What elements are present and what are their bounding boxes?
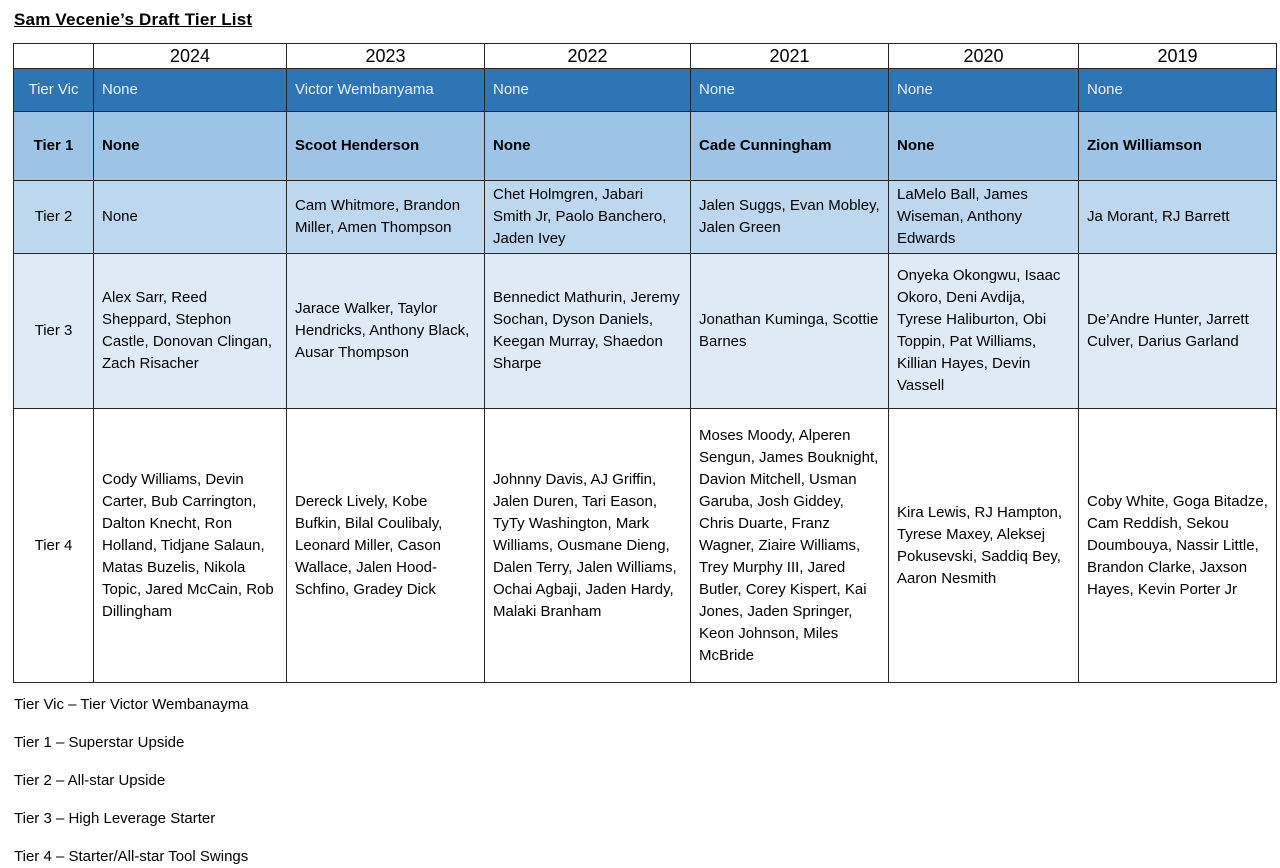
players-cell: Scoot Henderson [286,111,485,181]
players-cell: Zion Williamson [1078,111,1277,181]
year-header-2023: 2023 [286,43,485,69]
table-row-tier-vic: Tier Vic None Victor Wembanyama None Non… [13,68,1277,112]
players-cell: Alex Sarr, Reed Sheppard, Stephon Castle… [93,253,287,409]
players-cell: None [484,68,691,112]
players-cell: Onyeka Okongwu, Isaac Okoro, Deni Avdija… [888,253,1079,409]
players-cell: None [484,111,691,181]
tier-label: Tier 2 [13,180,94,254]
players-cell: Cade Cunningham [690,111,889,181]
year-header-2021: 2021 [690,43,889,69]
year-header-row: 2024 2023 2022 2021 2020 2019 [13,43,1277,69]
legend-line-tier-1: Tier 1 – Superstar Upside [14,734,185,751]
players-cell: None [93,111,287,181]
tier-label: Tier 1 [13,111,94,181]
table-row-tier-2: Tier 2 None Cam Whitmore, Brandon Miller… [13,180,1277,254]
legend-line-tier-2: Tier 2 – All-star Upside [14,772,166,789]
year-header-2020: 2020 [888,43,1079,69]
players-cell: Cam Whitmore, Brandon Miller, Amen Thomp… [286,180,485,254]
table-row-tier-1: Tier 1 None Scoot Henderson None Cade Cu… [13,111,1277,181]
players-cell: Jonathan Kuminga, Scottie Barnes [690,253,889,409]
players-cell: None [93,180,287,254]
players-cell: None [1078,68,1277,112]
tier-label: Tier Vic [13,68,94,112]
players-cell: Jalen Suggs, Evan Mobley, Jalen Green [690,180,889,254]
legend-line-tier-4: Tier 4 – Starter/All-star Tool Swings [14,848,249,865]
draft-tier-table: 2024 2023 2022 2021 2020 2019 Tier Vic N… [13,43,1277,683]
players-cell: None [888,68,1079,112]
players-cell: Bennedict Mathurin, Jeremy Sochan, Dyson… [484,253,691,409]
tier-label: Tier 4 [13,408,94,683]
players-cell: Kira Lewis, RJ Hampton, Tyrese Maxey, Al… [888,408,1079,683]
year-header-2024: 2024 [93,43,287,69]
players-cell: Coby White, Goga Bitadze, Cam Reddish, S… [1078,408,1277,683]
players-cell: De’Andre Hunter, Jarrett Culver, Darius … [1078,253,1277,409]
players-cell: None [93,68,287,112]
players-cell: None [690,68,889,112]
legend-line-tier-3: Tier 3 – High Leverage Starter [14,810,216,827]
tier-legend: Tier Vic – Tier Victor Wembanayma Tier 1… [14,694,1276,867]
legend-line-tier-vic: Tier Vic – Tier Victor Wembanayma [14,696,249,713]
players-cell: Johnny Davis, AJ Griffin, Jalen Duren, T… [484,408,691,683]
players-cell: None [888,111,1079,181]
table-row-tier-3: Tier 3 Alex Sarr, Reed Sheppard, Stephon… [13,253,1277,409]
players-cell: Victor Wembanyama [286,68,485,112]
year-header-2022: 2022 [484,43,691,69]
players-cell: Dereck Lively, Kobe Bufkin, Bilal Coulib… [286,408,485,683]
tier-label: Tier 3 [13,253,94,409]
year-header-2019: 2019 [1078,43,1277,69]
players-cell: LaMelo Ball, James Wiseman, Anthony Edwa… [888,180,1079,254]
players-cell: Moses Moody, Alperen Sengun, James Boukn… [690,408,889,683]
players-cell: Ja Morant, RJ Barrett [1078,180,1277,254]
players-cell: Chet Holmgren, Jabari Smith Jr, Paolo Ba… [484,180,691,254]
corner-cell [13,43,94,69]
page-title: Sam Vecenie’s Draft Tier List [14,10,253,29]
table-row-tier-4: Tier 4 Cody Williams, Devin Carter, Bub … [13,408,1277,683]
players-cell: Cody Williams, Devin Carter, Bub Carring… [93,408,287,683]
players-cell: Jarace Walker, Taylor Hendricks, Anthony… [286,253,485,409]
